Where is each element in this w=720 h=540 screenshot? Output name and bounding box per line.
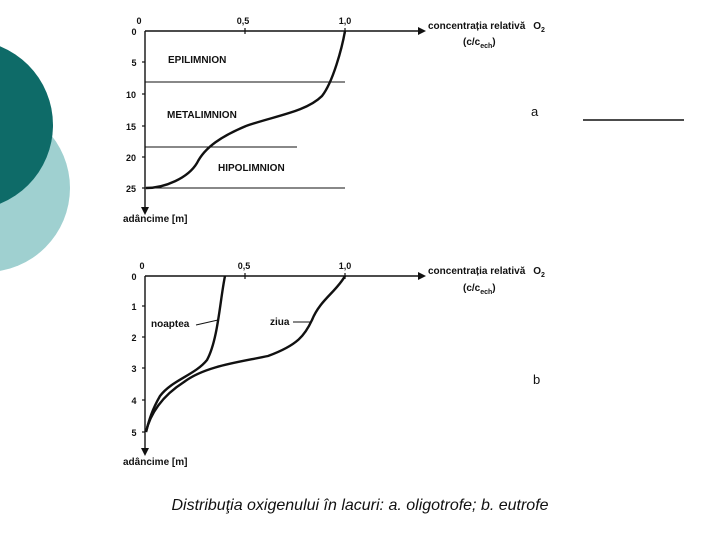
curve-label-day: ziua	[270, 317, 290, 328]
panel-a-x-unit: (c/cech)	[463, 37, 496, 50]
panel-b-x-tick-label: 0,5	[238, 261, 251, 271]
panel-a: 0 0,5 1,0 0 5 10 15 20 25 concentrația r…	[123, 16, 545, 225]
panel-a-y-tick-label: 0	[131, 27, 136, 37]
panel-b-y-tick-label: 4	[131, 396, 136, 406]
panel-b-y-tick-label: 1	[131, 302, 136, 312]
panel-b-x-unit: (c/cech)	[463, 283, 496, 296]
panel-b-y-tick-label: 3	[131, 364, 136, 374]
zone-label-hipolimnion: HIPOLIMNION	[218, 163, 285, 174]
panel-b: 0 0,5 1,0 0 1 2 3 4 5 concentrația relat…	[123, 261, 545, 468]
panel-b-night-curve	[144, 275, 227, 433]
panel-a-letter: a	[531, 104, 539, 119]
panel-b-y-tick-label: 0	[131, 272, 136, 282]
panel-a-oxygen-curve	[145, 30, 347, 190]
zone-label-epilimnion: EPILIMNION	[168, 55, 226, 66]
panel-b-y-tick-label: 5	[131, 428, 136, 438]
panel-a-y-tick-label: 15	[126, 122, 136, 132]
panel-a-x-title: concentrația relativă O2	[428, 21, 545, 34]
panel-a-x-tick-label: 0	[136, 16, 141, 26]
panel-a-y-title: adâncime [m]	[123, 214, 187, 225]
panel-b-x-tick-label: 0	[139, 261, 144, 271]
decor-circle-dark	[0, 46, 53, 204]
panel-b-y-arrow	[141, 448, 149, 456]
panel-a-y-tick-label: 5	[131, 58, 136, 68]
panel-a-y-arrow	[141, 207, 149, 215]
panel-a-x-arrow	[418, 27, 426, 35]
panel-b-x-arrow	[418, 272, 426, 280]
panel-a-y-tick-label: 10	[126, 90, 136, 100]
panel-a-x-tick-label: 1,0	[339, 16, 352, 26]
panel-b-x-title: concentrația relativă O2	[428, 266, 545, 279]
panel-b-letter: b	[533, 372, 540, 387]
curve-label-night: noaptea	[151, 319, 190, 330]
panel-b-x-tick-label: 1,0	[339, 261, 352, 271]
panel-b-day-curve	[144, 275, 347, 433]
panel-a-y-tick-label: 25	[126, 184, 136, 194]
night-leader-line	[195, 319, 219, 326]
zone-label-metalimnion: METALIMNION	[167, 110, 237, 121]
panel-a-y-tick-label: 20	[126, 153, 136, 163]
panel-b-y-tick-label: 2	[131, 333, 136, 343]
figure-caption: Distribuţia oxigenului în lacuri: a. oli…	[171, 497, 549, 514]
panel-a-x-tick-label: 0,5	[237, 16, 250, 26]
panel-b-y-title: adâncime [m]	[123, 457, 187, 468]
